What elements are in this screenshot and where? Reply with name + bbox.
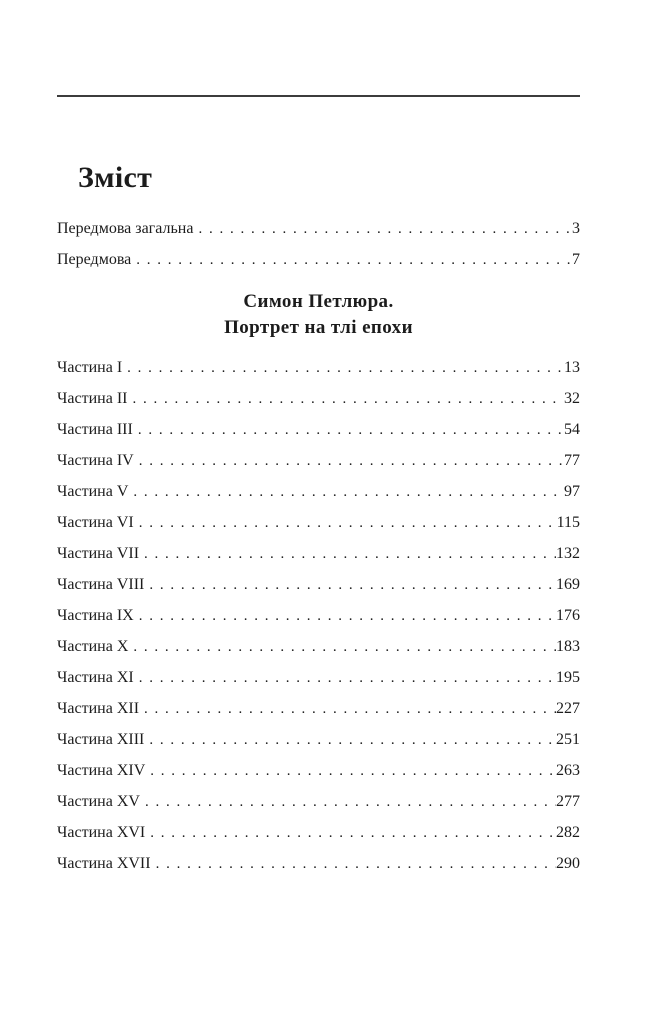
toc-row: Частина VI 115	[57, 507, 580, 538]
toc-entry-label: Частина XVII	[57, 855, 151, 872]
toc-entry-page: 277	[556, 793, 580, 810]
toc-row: Частина XII 227	[57, 693, 580, 724]
dot-leader	[144, 725, 556, 756]
section-heading-line2: Портрет на тлі епохи	[224, 317, 413, 338]
toc-entry-page: 3	[572, 220, 580, 237]
toc-entry-label: Частина XIV	[57, 762, 146, 779]
dot-leader	[151, 849, 556, 880]
toc-row: Частина II 32	[57, 383, 580, 414]
toc-row: Передмова 7	[57, 244, 580, 275]
toc-entry-page: 32	[564, 390, 580, 407]
toc-entry-page: 227	[556, 700, 580, 717]
toc-entry-label: Частина XV	[57, 793, 140, 810]
toc-row: Частина XV 277	[57, 786, 580, 817]
toc-entry-label: Передмова	[57, 251, 132, 268]
toc-entry-label: Частина IV	[57, 452, 134, 469]
toc-entry-label: Частина III	[57, 421, 133, 438]
toc-entry-page: 183	[556, 638, 580, 655]
dot-leader	[134, 446, 564, 477]
dot-leader	[128, 477, 564, 508]
dot-leader	[144, 570, 556, 601]
toc-row: Частина XVII 290	[57, 848, 580, 879]
toc-entry-label: Передмова загальна	[57, 220, 194, 237]
toc-entry-page: 115	[556, 514, 580, 531]
toc-row: Частина I 13	[57, 352, 580, 383]
part-entries-list: Частина I 13 Частина II 32 Частина III 5…	[57, 352, 580, 879]
toc-row: Частина XIV 263	[57, 755, 580, 786]
toc-row: Частина XI 195	[57, 662, 580, 693]
toc-entry-page: 7	[572, 251, 580, 268]
toc-entry-label: Частина XIII	[57, 731, 145, 748]
toc-entry-page: 77	[564, 452, 580, 469]
toc-entry-label: Частина XVI	[57, 824, 146, 841]
toc-row: Передмова загальна 3	[57, 213, 580, 244]
dot-leader	[139, 539, 556, 570]
dot-leader	[139, 694, 556, 725]
dot-leader	[127, 384, 564, 415]
toc-entry-label: Частина V	[57, 483, 129, 500]
section-heading-line1: Симон Петлюра.	[243, 291, 394, 312]
toc-entry-page: 282	[556, 824, 580, 841]
dot-leader	[131, 245, 572, 276]
toc-entry-page: 13	[564, 359, 580, 376]
toc-entry-page: 290	[556, 855, 580, 872]
toc-entry-page: 54	[564, 421, 580, 438]
toc-entry-page: 251	[556, 731, 580, 748]
toc-row: Частина XVI 282	[57, 817, 580, 848]
toc-entry-label: Частина VIII	[57, 576, 145, 593]
toc-row: Частина III 54	[57, 414, 580, 445]
dot-leader	[134, 663, 556, 694]
toc-row: Частина IV 77	[57, 445, 580, 476]
top-divider-rule	[57, 95, 580, 97]
dot-leader	[140, 787, 556, 818]
toc-entry-label: Частина VII	[57, 545, 140, 562]
toc-entry-label: Частина XII	[57, 700, 140, 717]
toc-entry-page: 169	[556, 576, 580, 593]
section-heading: Симон Петлюра. Портрет на тлі епохи	[57, 289, 580, 341]
page-content: Зміст Передмова загальна 3 Передмова 7 С…	[57, 95, 580, 879]
dot-leader	[128, 632, 556, 663]
dot-leader	[145, 818, 556, 849]
toc-row: Частина VIII 169	[57, 569, 580, 600]
toc-entry-label: Частина VI	[57, 514, 134, 531]
toc-entry-label: Частина IX	[57, 607, 134, 624]
toc-entry-label: Частина I	[57, 359, 123, 376]
dot-leader	[133, 415, 564, 446]
preface-entries-list: Передмова загальна 3 Передмова 7	[57, 213, 580, 275]
dot-leader	[122, 353, 564, 384]
contents-title: Зміст	[78, 161, 153, 194]
toc-row: Частина X 183	[57, 631, 580, 662]
toc-entry-page: 132	[556, 545, 580, 562]
dot-leader	[145, 756, 556, 787]
toc-entry-label: Частина XI	[57, 669, 134, 686]
toc-entry-page: 176	[556, 607, 580, 624]
toc-entry-label: Частина II	[57, 390, 128, 407]
toc-entry-page: 97	[564, 483, 580, 500]
toc-row: Частина V 97	[57, 476, 580, 507]
toc-row: Частина XIII 251	[57, 724, 580, 755]
toc-row: Частина VII 132	[57, 538, 580, 569]
dot-leader	[193, 214, 572, 245]
toc-row: Частина IX 176	[57, 600, 580, 631]
dot-leader	[134, 601, 556, 632]
dot-leader	[134, 508, 557, 539]
toc-entry-page: 195	[556, 669, 580, 686]
toc-entry-label: Частина X	[57, 638, 129, 655]
toc-entry-page: 263	[556, 762, 580, 779]
